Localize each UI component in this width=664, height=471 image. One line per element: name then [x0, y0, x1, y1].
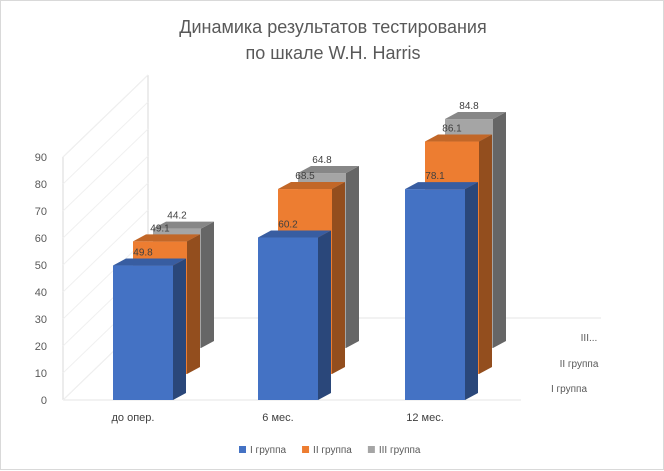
category-labels: до опер. 6 мес. 12 мес.	[112, 412, 444, 424]
y-tick-label: 80	[35, 179, 47, 191]
bar-side-face	[173, 258, 186, 400]
bar-top-face	[425, 134, 492, 142]
data-label: 68.5	[295, 171, 315, 182]
bar-top-face	[278, 182, 345, 190]
y-tick-label: 30	[35, 314, 47, 326]
bar-side-face	[332, 182, 345, 374]
data-label: 78.1	[425, 171, 445, 182]
bar-top-face	[298, 166, 359, 174]
legend-item: III группа	[367, 445, 421, 456]
depth-axis-label: II группа	[560, 359, 599, 370]
data-label: 84.8	[459, 101, 479, 112]
legend-swatch	[367, 446, 375, 453]
bar-top-face	[405, 182, 478, 190]
data-label: 64.8	[312, 155, 332, 166]
bar-top-face	[258, 230, 331, 238]
bar-side-face	[201, 221, 214, 348]
bar-front-face	[405, 189, 465, 400]
legend-swatch	[302, 446, 310, 453]
y-tick-label: 20	[35, 341, 47, 353]
bar-1-1	[113, 258, 186, 400]
bar-top-face	[113, 258, 186, 266]
depth-axis-label: III...	[581, 333, 598, 344]
x-category-label: 6 мес.	[262, 412, 293, 424]
data-labels: 44.2 64.8 84.8 49.1 68.5 86.1 49.8 60.2 78.1	[133, 101, 479, 258]
bar-top-face	[133, 234, 200, 242]
bar-side-face	[346, 166, 359, 348]
bar-1-3	[405, 182, 478, 400]
legend-swatch	[239, 446, 246, 453]
bar-front-face	[113, 265, 173, 400]
chart-title-line-2: по шкале W.H. Harris	[246, 43, 421, 63]
data-label: 49.8	[133, 248, 153, 259]
bar-side-face	[187, 234, 200, 374]
chart-title-line-1: Динамика результатов тестирования	[179, 17, 486, 37]
y-tick-label: 60	[35, 233, 47, 245]
y-tick-label: 50	[35, 260, 47, 272]
bar-side-face	[479, 134, 492, 374]
bar-side-face	[465, 182, 478, 400]
y-tick-label: 0	[41, 395, 47, 407]
data-label: 86.1	[442, 124, 462, 135]
legend: I группа II группа III группа	[239, 445, 421, 456]
data-label: 44.2	[167, 211, 187, 222]
y-axis-ticks: 0 10 20 30 40 50 60 70 80 90	[35, 152, 47, 407]
y-tick-label: 90	[35, 152, 47, 164]
y-tick-label: 70	[35, 206, 47, 218]
legend-item: I группа	[239, 445, 286, 456]
bar-front-face	[258, 237, 318, 400]
depth-axis-label: I группа	[551, 384, 587, 395]
y-tick-label: 40	[35, 287, 47, 299]
bar-top-face	[153, 221, 214, 229]
bar-1-2	[258, 230, 331, 400]
x-category-label: до опер.	[112, 412, 155, 424]
legend-item: II группа	[302, 445, 352, 456]
bar-side-face	[493, 112, 506, 348]
x-category-label: 12 мес.	[406, 412, 444, 424]
legend-label: I группа	[250, 445, 286, 456]
y-tick-label: 10	[35, 368, 47, 380]
legend-label: II группа	[313, 445, 352, 456]
data-label: 60.2	[278, 219, 298, 230]
data-label: 49.1	[150, 223, 170, 234]
bar-side-face	[318, 230, 331, 400]
depth-axis-labels: I группа II группа III...	[551, 333, 599, 395]
bar-top-face	[445, 112, 506, 120]
bars	[113, 112, 506, 400]
legend-label: III группа	[379, 445, 421, 456]
